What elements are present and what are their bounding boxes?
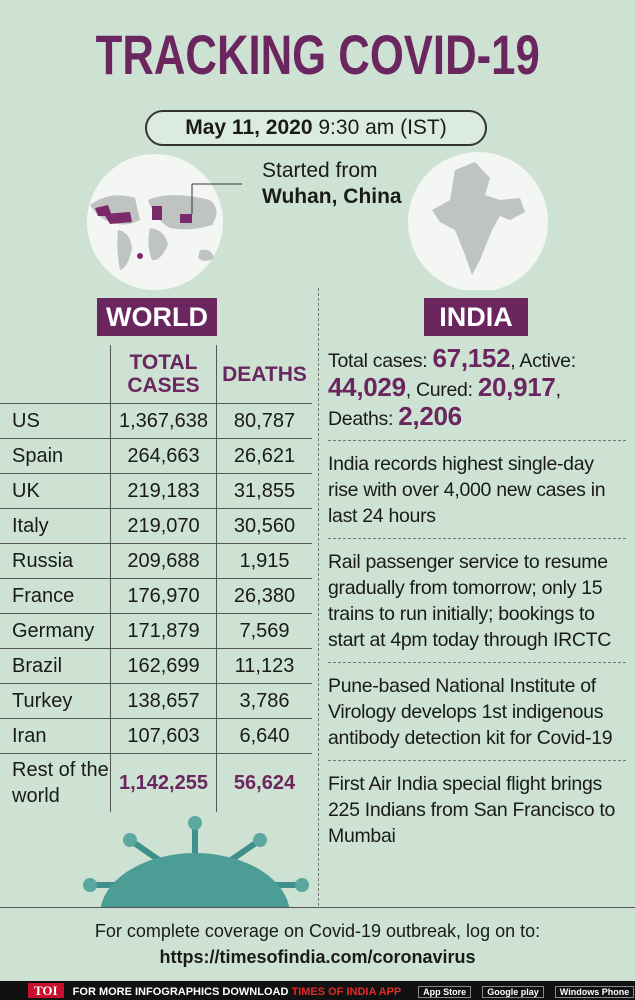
store-badge[interactable]: Windows Phone [554,986,635,998]
deaths: 6,640 [216,718,312,754]
country: Russia [0,543,111,579]
news-item: Pune-based National Institute of Virolog… [328,662,626,760]
table-row: Brazil 162,699 11,123 [0,648,312,684]
country: France [0,578,111,614]
origin-place: Wuhan, China [262,185,402,208]
stat-value: 2,206 [398,401,462,431]
footer: For complete coverage on Covid-19 outbre… [0,907,635,970]
virus-tips [83,816,309,892]
country: UK [0,473,111,509]
deaths: 26,380 [216,578,312,614]
country: Brazil [0,648,111,684]
news-item: First Air India special flight brings 22… [328,760,626,858]
india-stats: Total cases: 67,152, Active: 44,029, Cur… [328,345,626,440]
total-cases: 219,070 [110,508,217,544]
bottom-bar: TOI FOR MORE INFOGRAPHICS DOWNLOAD TIMES… [0,981,635,1000]
total-cases: 219,183 [110,473,217,509]
country: Iran [0,718,111,754]
total-cases: 176,970 [110,578,217,614]
title: TRACKING COVID-19 [95,23,540,86]
total-cases: 1,142,255 [110,753,217,812]
total-cases: 1,367,638 [110,403,217,439]
table-row: Iran 107,603 6,640 [0,718,312,754]
maps [87,152,548,290]
virus-body [100,853,290,907]
deaths: 30,560 [216,508,312,544]
date: May 11, 2020 [185,116,313,139]
total-cases: 264,663 [110,438,217,474]
stat-value: 44,029 [328,372,406,402]
table-row: Spain 264,663 26,621 [0,438,312,474]
world-heading: WORLD [97,298,217,336]
origin-label: Started from [262,159,378,182]
stat-label: , Cured: [405,379,473,401]
origin: Started from Wuhan, China [262,158,402,210]
news-item: Rail passenger service to resume gradual… [328,538,626,662]
total-cases: 171,879 [110,613,217,649]
title-wrap: TRACKING COVID-19 [0,22,635,87]
column-header: TOTAL CASES [110,345,217,404]
deaths: 7,569 [216,613,312,649]
table-row: Russia 209,688 1,915 [0,543,312,579]
total-cases: 209,688 [110,543,217,579]
divider [318,288,319,906]
stat-label: , Active: [510,350,576,372]
promo-app: TIMES OF INDIA APP [291,986,402,998]
table-row: Rest of the world 1,142,255 56,624 [0,753,312,812]
stat-label: Total cases: [328,350,428,372]
table-row: France 176,970 26,380 [0,578,312,614]
world-table: TOTAL CASES DEATHS US 1,367,638 80,787 Spai… [0,345,312,812]
footer-text: For complete coverage on Covid-19 outbre… [94,921,541,941]
news-item: India records highest single-day rise wi… [328,440,626,538]
country: US [0,403,111,439]
table-row: Italy 219,070 30,560 [0,508,312,544]
promo: FOR MORE INFOGRAPHICS DOWNLOAD [72,986,289,998]
india-panel: Total cases: 67,152, Active: 44,029, Cur… [328,345,626,858]
deaths: 3,786 [216,683,312,719]
affected-countries [95,205,192,259]
column-header: DEATHS [216,345,312,404]
store-badge[interactable]: App Store [418,986,472,998]
store-badge[interactable]: Google play [482,986,544,998]
country: Turkey [0,683,111,719]
country: Italy [0,508,111,544]
header-row: TOTAL CASES DEATHS [0,345,312,404]
deaths: 11,123 [216,648,312,684]
date-pill: May 11, 2020 9:30 am (IST) [145,110,487,146]
deaths: 56,624 [216,753,312,812]
deaths: 26,621 [216,438,312,474]
country: Rest of the world [12,759,109,807]
virus-image [83,816,309,907]
country: Germany [0,613,111,649]
stat-label: , Deaths: [328,379,561,430]
deaths: 1,915 [216,543,312,579]
stat-value: 20,917 [477,372,556,402]
table-row: Germany 171,879 7,569 [0,613,312,649]
total-cases: 162,699 [110,648,217,684]
footer-url[interactable]: https://timesofindia.com/coronavirus [159,947,476,967]
table-row: US 1,367,638 80,787 [0,403,312,439]
deaths: 80,787 [216,403,312,439]
deaths: 31,855 [216,473,312,509]
country: Spain [0,438,111,474]
total-cases: 107,603 [110,718,217,754]
time: 9:30 am (IST) [318,116,447,139]
table-row: UK 219,183 31,855 [0,473,312,509]
india-map [432,162,525,275]
total-cases: 138,657 [110,683,217,719]
stat-value: 67,152 [432,343,511,373]
table-row: Turkey 138,657 3,786 [0,683,312,719]
toi-logo: TOI [28,983,64,998]
india-heading: INDIA [424,298,528,336]
